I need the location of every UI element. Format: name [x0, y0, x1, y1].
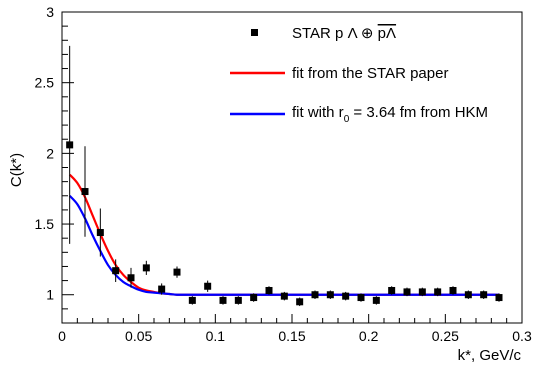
data-point	[66, 141, 74, 149]
data-point	[311, 291, 319, 299]
data-point	[480, 291, 488, 299]
data-point	[280, 292, 288, 300]
data-point	[357, 294, 365, 302]
data-point	[464, 291, 472, 299]
legend-label-hkm-fit-prefix: fit with r	[292, 104, 344, 121]
legend: STAR p Λ ⊕ pΛ fit from the STAR paper fi…	[230, 25, 488, 125]
data-point	[81, 188, 89, 196]
data-point	[418, 288, 426, 296]
data-point	[219, 296, 227, 304]
data-point	[495, 294, 503, 302]
legend-label-hkm-fit-subscript: 0	[344, 114, 350, 125]
data-point	[296, 298, 304, 306]
legend-marker-star	[251, 29, 258, 36]
legend-label-star-fit: fit from the STAR paper	[292, 65, 448, 82]
y-tick-label: 2	[46, 145, 54, 161]
data-point	[265, 286, 273, 294]
x-tick-label: 0	[58, 328, 66, 344]
data-point	[250, 294, 258, 302]
x-axis-title: k*, GeV/c	[458, 347, 522, 364]
data-point	[112, 267, 120, 275]
y-tick-label: 1.5	[35, 216, 55, 232]
data-point	[403, 288, 411, 296]
axis-ticks	[61, 11, 523, 324]
data-point	[234, 296, 242, 304]
data-point	[326, 291, 334, 299]
y-tick-label: 2.5	[35, 75, 55, 91]
data-point	[127, 274, 135, 282]
data-point	[204, 282, 212, 290]
y-tick-label: 1	[46, 287, 54, 303]
legend-label-hkm-fit-suffix: = 3.64 fm from HKM	[349, 104, 488, 121]
y-axis-title: C(k*)	[8, 153, 25, 187]
data-point	[173, 268, 181, 276]
x-tick-labels: 0 0.05 0.1 0.15 0.2 0.25 0.3	[58, 328, 532, 344]
data-point	[388, 286, 396, 294]
x-tick-label: 0.25	[432, 328, 459, 344]
legend-label-star-overlined: pΛ	[378, 25, 396, 42]
x-tick-label: 0.2	[359, 328, 379, 344]
data-point	[434, 288, 442, 296]
legend-label-hkm-fit: fit with r0 = 3.64 fm from HKM	[292, 104, 488, 125]
data-point	[96, 229, 104, 237]
x-tick-label: 0.15	[278, 328, 305, 344]
y-tick-labels: 1 1.5 2 2.5 3	[35, 4, 55, 303]
y-tick-label: 3	[46, 4, 54, 20]
data-points	[66, 45, 503, 307]
data-point	[142, 264, 150, 272]
legend-label-star: STAR p Λ ⊕ pΛ	[292, 25, 396, 42]
data-point	[449, 286, 457, 294]
x-tick-label: 0.3	[512, 328, 532, 344]
data-point	[188, 296, 196, 304]
x-tick-label: 0.05	[125, 328, 152, 344]
x-tick-label: 0.1	[206, 328, 226, 344]
legend-label-star-prefix: STAR p Λ ⊕	[292, 25, 378, 42]
hkm-fit-curve	[68, 195, 499, 296]
data-point	[342, 292, 350, 300]
data-point	[158, 285, 166, 293]
data-point	[372, 296, 380, 304]
